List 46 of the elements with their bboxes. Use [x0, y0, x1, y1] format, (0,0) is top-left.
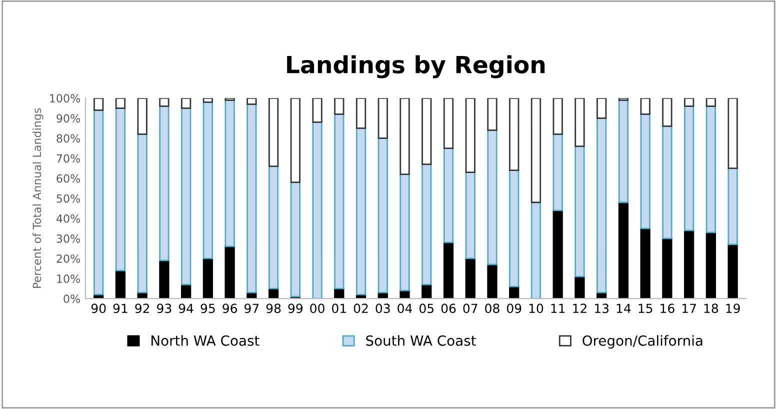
x-tick-label: 92 [135, 304, 150, 314]
x-tick-label: 01 [332, 304, 346, 314]
chart-title: Landings by Region [287, 55, 545, 78]
x-tick-label: 14 [616, 304, 631, 313]
x-tick-label: 95 [200, 304, 215, 314]
y-tick-label: 90% [56, 114, 80, 123]
x-tick-label: 07 [463, 304, 478, 314]
y-tick-label: 20% [56, 254, 80, 263]
x-tick-label: 90 [91, 304, 106, 314]
x-tick-label: 91 [113, 304, 128, 314]
legend-label: North WA Coast [152, 335, 260, 346]
x-tick-label: 06 [441, 304, 456, 314]
x-tick-label: 99 [288, 304, 302, 314]
y-tick-label: 60% [56, 174, 80, 183]
y-tick-label: 30% [56, 234, 80, 243]
x-tick-label: 93 [157, 304, 172, 314]
y-tick-label: 70% [56, 154, 80, 163]
x-tick-label: 08 [485, 304, 500, 314]
x-tick-label: 94 [178, 304, 194, 314]
y-tick-label: 0% [64, 294, 80, 303]
x-tick-label: 09 [506, 304, 522, 314]
x-tick-label: 04 [398, 304, 412, 314]
x-tick-label: 10 [529, 304, 544, 314]
x-tick-label: 05 [420, 304, 434, 314]
y-tick-label: 10% [57, 274, 80, 283]
x-tick-label: 18 [704, 304, 718, 314]
x-tick-label: 16 [660, 304, 674, 314]
legend-label: South WA Coast [366, 335, 476, 346]
x-tick-label: 12 [573, 304, 586, 313]
x-tick-label: 11 [551, 304, 565, 313]
x-tick-label: 97 [244, 304, 259, 314]
y-tick-label: 50% [56, 194, 80, 203]
y-tick-label: 80% [56, 134, 80, 143]
y-tick-label: 100% [50, 94, 80, 103]
x-tick-label: 13 [595, 304, 609, 314]
legend-label: Oregon/California [582, 335, 702, 349]
x-tick-label: 17 [682, 304, 696, 313]
x-tick-label: 19 [726, 304, 740, 314]
x-tick-label: 00 [310, 304, 324, 314]
x-tick-label: 03 [376, 304, 390, 314]
x-tick-label: 96 [222, 304, 237, 314]
x-tick-label: 15 [638, 304, 652, 314]
x-tick-label: 02 [354, 304, 368, 314]
x-tick-label: 98 [266, 304, 281, 314]
y-axis-title: Percent of Total Annual Landings [32, 108, 44, 288]
y-tick-label: 40% [56, 214, 80, 223]
